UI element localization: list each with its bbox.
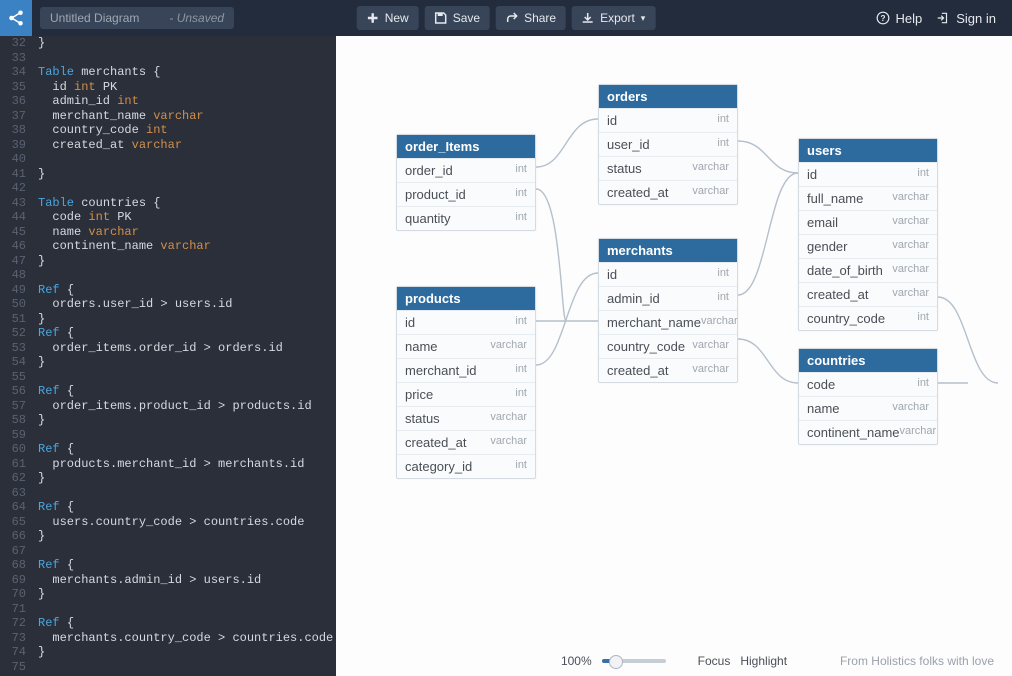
new-button[interactable]: New xyxy=(357,6,419,30)
table-column[interactable]: created_atvarchar xyxy=(799,282,937,306)
export-button[interactable]: Export▾ xyxy=(572,6,655,30)
file-name: Untitled Diagram xyxy=(50,11,139,25)
signin-icon xyxy=(936,11,950,25)
signin-link[interactable]: Sign in xyxy=(936,11,996,26)
file-tab[interactable]: Untitled Diagram - Unsaved xyxy=(40,7,234,29)
table-column[interactable]: emailvarchar xyxy=(799,210,937,234)
table-column[interactable]: created_atvarchar xyxy=(599,358,737,382)
table-header[interactable]: products xyxy=(397,287,535,310)
table-column[interactable]: namevarchar xyxy=(397,334,535,358)
table-column[interactable]: created_atvarchar xyxy=(599,180,737,204)
zoom-value: 100% xyxy=(561,654,592,668)
table-column[interactable]: admin_idint xyxy=(599,286,737,310)
table-column[interactable]: merchant_namevarchar xyxy=(599,310,737,334)
table-column[interactable]: user_idint xyxy=(599,132,737,156)
app-logo[interactable] xyxy=(0,0,32,36)
table-column[interactable]: date_of_birthvarchar xyxy=(799,258,937,282)
table-column[interactable]: codeint xyxy=(799,372,937,396)
plus-icon xyxy=(367,12,379,24)
table-column[interactable]: gendervarchar xyxy=(799,234,937,258)
zoom-slider[interactable] xyxy=(602,659,666,663)
table-column[interactable]: namevarchar xyxy=(799,396,937,420)
table-header[interactable]: order_Items xyxy=(397,135,535,158)
table-header[interactable]: users xyxy=(799,139,937,162)
table-column[interactable]: quantityint xyxy=(397,206,535,230)
download-icon xyxy=(582,12,594,24)
table-column[interactable]: continent_namevarchar xyxy=(799,420,937,444)
code-editor[interactable]: 32}3334Table merchants {35 id int PK36 a… xyxy=(0,36,336,676)
table-countries[interactable]: countriescodeintnamevarcharcontinent_nam… xyxy=(798,348,938,445)
highlight-button[interactable]: Highlight xyxy=(740,654,787,668)
table-column[interactable]: idint xyxy=(397,310,535,334)
table-column[interactable]: priceint xyxy=(397,382,535,406)
table-orders[interactable]: ordersidintuser_idintstatusvarcharcreate… xyxy=(598,84,738,205)
svg-text:?: ? xyxy=(880,14,885,23)
table-column[interactable]: idint xyxy=(599,262,737,286)
table-column[interactable]: created_atvarchar xyxy=(397,430,535,454)
share-icon xyxy=(506,12,518,24)
file-status: - Unsaved xyxy=(169,11,224,25)
table-products[interactable]: productsidintnamevarcharmerchant_idintpr… xyxy=(396,286,536,479)
table-column[interactable]: statusvarchar xyxy=(397,406,535,430)
table-order_Items[interactable]: order_Itemsorder_idintproduct_idintquant… xyxy=(396,134,536,231)
bottombar: 100% Focus Highlight From Holistics folk… xyxy=(336,654,1012,668)
save-button[interactable]: Save xyxy=(425,6,490,30)
help-icon: ? xyxy=(876,11,890,25)
credit-text: From Holistics folks with love xyxy=(840,654,994,668)
share-button[interactable]: Share xyxy=(496,6,566,30)
table-column[interactable]: country_codevarchar xyxy=(599,334,737,358)
table-column[interactable]: product_idint xyxy=(397,182,535,206)
table-column[interactable]: full_namevarchar xyxy=(799,186,937,210)
help-link[interactable]: ?Help xyxy=(876,11,923,26)
table-column[interactable]: statusvarchar xyxy=(599,156,737,180)
table-column[interactable]: order_idint xyxy=(397,158,535,182)
floppy-icon xyxy=(435,12,447,24)
topbar: Untitled Diagram - Unsaved New Save Shar… xyxy=(0,0,1012,36)
table-column[interactable]: merchant_idint xyxy=(397,358,535,382)
table-merchants[interactable]: merchantsidintadmin_idintmerchant_nameva… xyxy=(598,238,738,383)
table-header[interactable]: orders xyxy=(599,85,737,108)
table-column[interactable]: country_codeint xyxy=(799,306,937,330)
focus-button[interactable]: Focus xyxy=(698,654,731,668)
table-header[interactable]: countries xyxy=(799,349,937,372)
table-column[interactable]: category_idint xyxy=(397,454,535,478)
table-column[interactable]: idint xyxy=(799,162,937,186)
diagram-canvas[interactable]: 100% Focus Highlight From Holistics folk… xyxy=(336,36,1012,676)
share-nodes-icon xyxy=(7,9,25,27)
table-column[interactable]: idint xyxy=(599,108,737,132)
table-header[interactable]: merchants xyxy=(599,239,737,262)
table-users[interactable]: usersidintfull_namevarcharemailvarcharge… xyxy=(798,138,938,331)
